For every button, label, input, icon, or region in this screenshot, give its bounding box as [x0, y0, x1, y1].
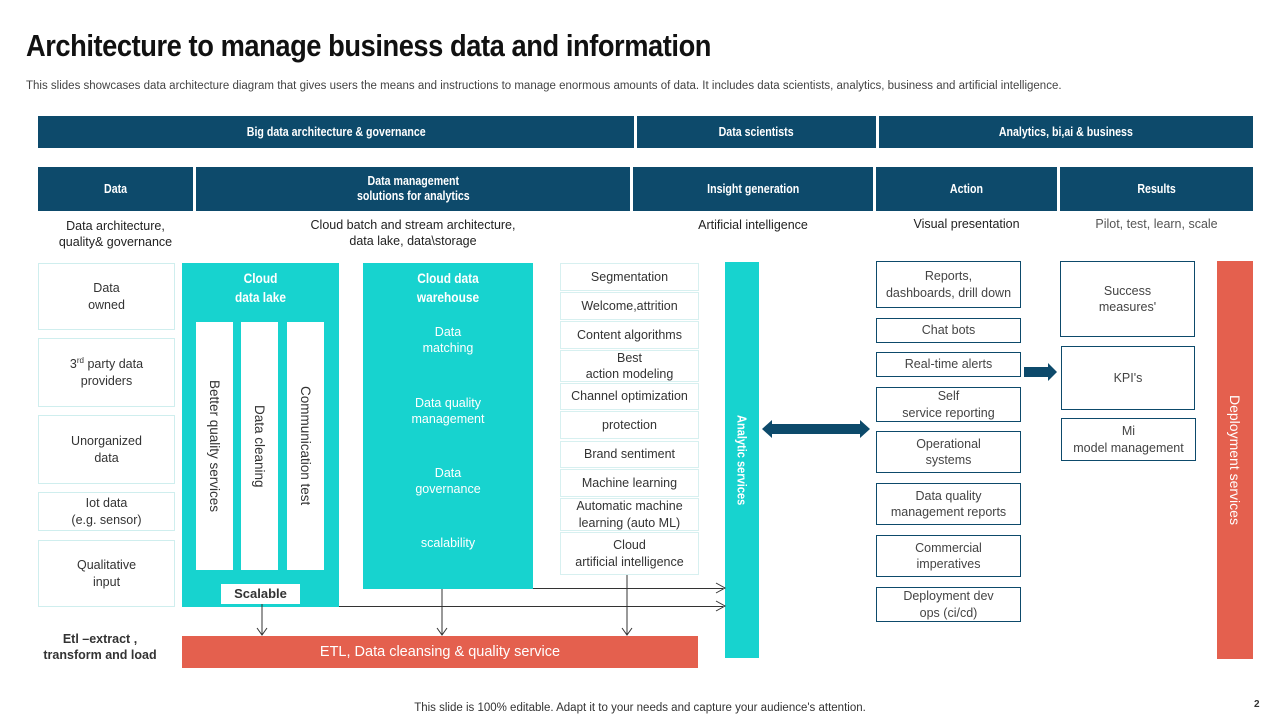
action-item: Real-time alerts [876, 352, 1021, 377]
column-desc-data-management: Cloud batch and stream architecture, dat… [310, 218, 516, 249]
column-desc-results: Pilot, test, learn, scale [1095, 217, 1218, 231]
cloud-data-lake-title: Cloud data lake [235, 270, 286, 305]
insight-item: Segmentation [560, 263, 699, 291]
warehouse-title: Cloud data warehouse [416, 270, 480, 305]
arrow-head-right [715, 600, 727, 612]
column-header-data-management: Data management solutions for analytics [196, 167, 630, 211]
action-item: Deployment dev ops (ci/cd) [876, 587, 1021, 622]
insight-item: Automatic machine learning (auto ML) [560, 498, 699, 531]
result-item: Mi model management [1061, 418, 1196, 461]
action-item: Reports, dashboards, drill down [876, 261, 1021, 308]
page-number: 2 [1254, 699, 1260, 710]
warehouse-item: Data quality management [411, 396, 485, 427]
insight-item: Cloud artificial intelligence [560, 532, 699, 575]
column-desc-action: Visual presentation [913, 217, 1020, 231]
slide-title: Architecture to manage business data and… [26, 28, 712, 63]
data-source-qualitative: Qualitative input [38, 540, 175, 607]
insight-item: Brand sentiment [560, 441, 699, 468]
header-analytics: Analytics, bi,ai & business [879, 116, 1253, 148]
action-item: Data quality management reports [876, 483, 1021, 525]
result-item: KPI's [1061, 346, 1195, 410]
insight-item: protection [560, 411, 699, 439]
lake-bar-communication: Communication test [287, 322, 324, 570]
insight-item: Welcome,attrition [560, 292, 699, 320]
analytic-services-bar: Analytic services [725, 262, 759, 658]
result-item: Success measures' [1060, 261, 1195, 337]
data-source-unorganized: Unorganized data [38, 415, 175, 484]
connector-line [339, 606, 723, 607]
warehouse-item: scalability [420, 536, 476, 550]
deployment-services-bar: Deployment services [1217, 261, 1253, 659]
lake-bar-quality: Better quality services [196, 322, 233, 570]
lake-bar-cleaning: Data cleaning [241, 322, 278, 570]
warehouse-item: Data governance [415, 466, 481, 497]
insight-item: Best action modeling [560, 350, 699, 382]
arrow-down [436, 589, 448, 636]
action-item: Operational systems [876, 431, 1021, 473]
header-big-data: Big data architecture & governance [38, 116, 634, 148]
right-arrow-icon [1024, 363, 1057, 381]
column-header-insight: Insight generation [633, 167, 873, 211]
scalable-label: Scalable [221, 584, 300, 604]
insight-item: Machine learning [560, 469, 699, 497]
footer-note: This slide is 100% editable. Adapt it to… [414, 702, 866, 714]
action-item: Commercial imperatives [876, 535, 1021, 577]
data-source-owned: Data owned [38, 263, 175, 330]
cloud-data-warehouse [363, 263, 533, 589]
warehouse-item: Data matching [422, 325, 474, 356]
slide-subtitle: This slides showcases data architecture … [26, 80, 1062, 92]
double-arrow-icon [762, 420, 870, 438]
action-item: Chat bots [876, 318, 1021, 343]
insight-item: Channel optimization [560, 383, 699, 410]
arrow-down [621, 575, 633, 636]
column-desc-insight: Artificial intelligence [698, 218, 808, 232]
data-source-iot: Iot data (e.g. sensor) [38, 492, 175, 531]
arrow-down [256, 604, 268, 636]
data-source-third-party: 3rd party data providers [38, 338, 175, 407]
column-header-action: Action [876, 167, 1057, 211]
action-item: Self service reporting [876, 387, 1021, 422]
etl-quality-service-bar: ETL, Data cleansing & quality service [182, 636, 698, 668]
column-header-data: Data [38, 167, 193, 211]
header-data-scientists: Data scientists [637, 116, 876, 148]
column-header-results: Results [1060, 167, 1253, 211]
column-desc-data: Data architecture, quality& governance [58, 219, 173, 250]
insight-item: Content algorithms [560, 321, 699, 349]
arrow-head-right [715, 582, 727, 594]
connector-line [533, 588, 723, 589]
etl-label: Etl –extract , transform and load [43, 632, 157, 663]
